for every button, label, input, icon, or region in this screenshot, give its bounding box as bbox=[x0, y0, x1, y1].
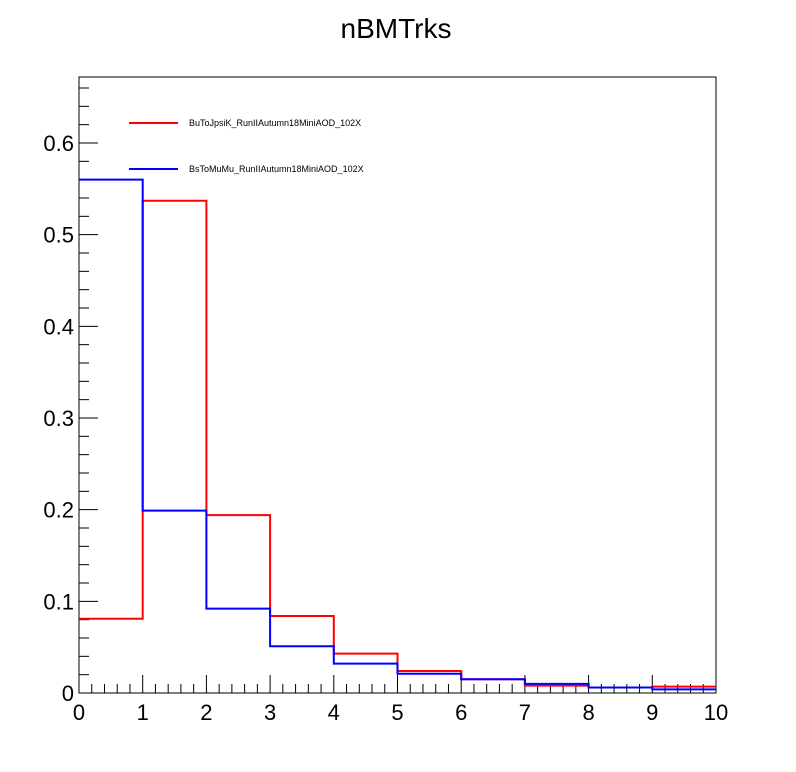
x-tick-label: 10 bbox=[704, 700, 728, 725]
x-tick-label: 6 bbox=[455, 700, 467, 725]
chart-title: nBMTrks bbox=[341, 13, 452, 44]
y-tick-label: 0 bbox=[62, 681, 74, 706]
y-axis: 0 0.1 0.2 0.3 0.4 0.5 0.6 bbox=[43, 87, 98, 706]
y-tick-label: 0.4 bbox=[43, 314, 74, 339]
y-tick-label: 0.6 bbox=[43, 131, 74, 156]
y-tick-label: 0.1 bbox=[43, 589, 74, 614]
x-tick-label: 2 bbox=[200, 700, 212, 725]
x-tick-label: 0 bbox=[73, 700, 85, 725]
x-tick-label: 5 bbox=[391, 700, 403, 725]
series-line-1 bbox=[79, 199, 716, 689]
y-tick-label: 0.3 bbox=[43, 406, 74, 431]
series-layer bbox=[79, 178, 716, 691]
series-line-2 bbox=[79, 178, 716, 691]
y-tick-label: 0.2 bbox=[43, 498, 74, 523]
x-axis: 0 1 2 3 4 5 6 7 8 9 10 bbox=[73, 675, 728, 725]
x-tick-label: 1 bbox=[137, 700, 149, 725]
x-tick-label: 3 bbox=[264, 700, 276, 725]
legend-label-1: BuToJpsiK_RunIIAutumn18MiniAOD_102X bbox=[189, 118, 361, 128]
x-tick-label: 9 bbox=[646, 700, 658, 725]
legend: BuToJpsiK_RunIIAutumn18MiniAOD_102X BsToM… bbox=[129, 118, 364, 174]
legend-label-2: BsToMuMu_RunIIAutumn18MiniAOD_102X bbox=[189, 164, 364, 174]
y-tick-label: 0.5 bbox=[43, 223, 74, 248]
x-tick-label: 4 bbox=[328, 700, 340, 725]
x-tick-label: 7 bbox=[519, 700, 531, 725]
x-tick-label: 8 bbox=[582, 700, 594, 725]
